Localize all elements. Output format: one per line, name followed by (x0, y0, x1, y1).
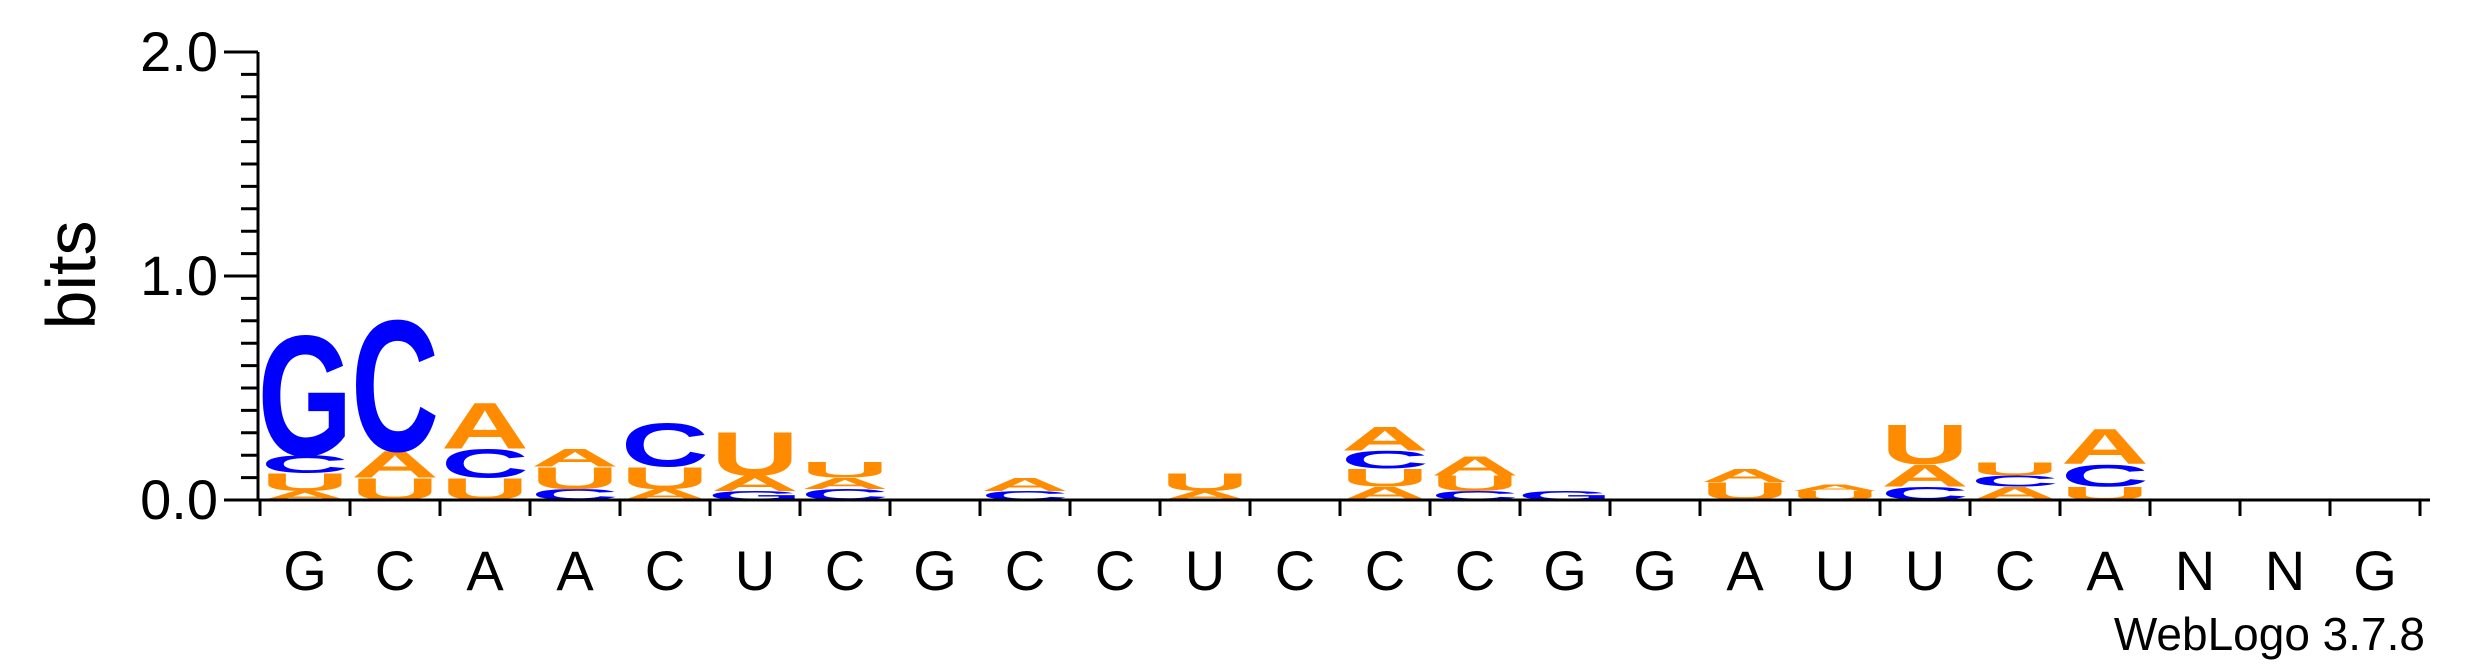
logo-column: UCA (2061, 419, 2149, 504)
x-tick-label: C (825, 539, 865, 602)
logo-letter-A: A (1431, 450, 1519, 482)
y-tick-label: 0.0 (140, 468, 218, 531)
logo-letter-C: C (2061, 458, 2149, 493)
logo-letter-A: A (441, 389, 529, 463)
logo-letter-U: U (1341, 464, 1429, 492)
logo-column: UAC (351, 281, 439, 507)
y-axis: 0.0 1.0 2.0 (140, 20, 260, 531)
logo-column: CA (981, 474, 1069, 503)
logo-letter-A: A (1341, 420, 1429, 458)
x-tick-label: G (283, 539, 327, 602)
y-axis-label: bits (32, 221, 110, 330)
x-tick-label: C (1995, 539, 2035, 602)
x-tick-label: N (2175, 539, 2215, 602)
logo-column: CAU (1881, 414, 1969, 504)
logo-letter-U: U (801, 458, 889, 483)
x-tick-label: U (1905, 539, 1945, 602)
logo-letter-U: U (1431, 471, 1519, 496)
x-tick-label: C (375, 539, 415, 602)
x-tick-label: C (1095, 539, 1135, 602)
logo-column: CUA (531, 444, 619, 504)
logo-letter-U: U (711, 418, 799, 488)
logo-column: CAU (801, 458, 889, 504)
logo-letter-A: A (1701, 465, 1789, 486)
x-tick-label: A (466, 539, 504, 602)
logo-letter-A: A (801, 475, 889, 492)
logo-letter-A: A (531, 444, 619, 472)
logo-letter-A: A (711, 471, 799, 496)
x-tick-label: N (2265, 539, 2305, 602)
logo-column: ACU (1971, 459, 2059, 505)
x-tick-label: C (1365, 539, 1405, 602)
logo-column: UCA (441, 389, 529, 507)
logo-letter-C: C (1341, 446, 1429, 474)
logo-letter-A: A (351, 444, 439, 486)
x-tick-label: G (913, 539, 957, 602)
logo-letter-C: C (1971, 473, 2059, 490)
logo-letter-U: U (1161, 468, 1249, 496)
x-tick-label: A (2086, 539, 2124, 602)
logo-column: GAU (708, 418, 803, 502)
y-tick-label: 1.0 (140, 244, 218, 307)
y-tick-label: 2.0 (140, 20, 218, 83)
logo-letter-A: A (981, 474, 1069, 495)
x-tick-label: C (1005, 539, 1045, 602)
logo-letter-C: C (441, 441, 529, 486)
logo-letter-C: C (351, 281, 439, 491)
x-tick-label: U (1815, 539, 1855, 602)
logo-letter-G: G (258, 299, 353, 492)
x-tick-label: A (556, 539, 594, 602)
x-tick-label: C (1455, 539, 1495, 602)
logo-column: CUA (1431, 450, 1519, 503)
logo-column: AUC (621, 410, 709, 504)
x-tick-label: G (1543, 539, 1587, 602)
logo-letter-C: C (261, 450, 349, 478)
x-tick-label: C (1275, 539, 1315, 602)
logo-letter-A: A (1791, 483, 1879, 493)
x-tick-label: G (2353, 539, 2397, 602)
logo-letter-A: A (1881, 458, 1969, 493)
logo-letter-U: U (621, 461, 709, 496)
x-tick-label: U (735, 539, 775, 602)
logo-letter-U: U (261, 468, 349, 496)
x-tick-label: C (645, 539, 685, 602)
x-tick-label: G (1633, 539, 1677, 602)
logo-letter-U: U (1971, 459, 2059, 480)
logo-letter-C: C (621, 410, 709, 480)
logo-column: AU (1161, 468, 1249, 502)
x-tick-label: A (1726, 539, 1764, 602)
weblogo-version-label: WebLogo 3.7.8 (2114, 608, 2425, 660)
logo-letter-U: U (531, 461, 619, 496)
x-tick-label: U (1185, 539, 1225, 602)
logo-letter-A: A (2061, 419, 2149, 475)
logo-letter-U: U (1881, 414, 1969, 477)
